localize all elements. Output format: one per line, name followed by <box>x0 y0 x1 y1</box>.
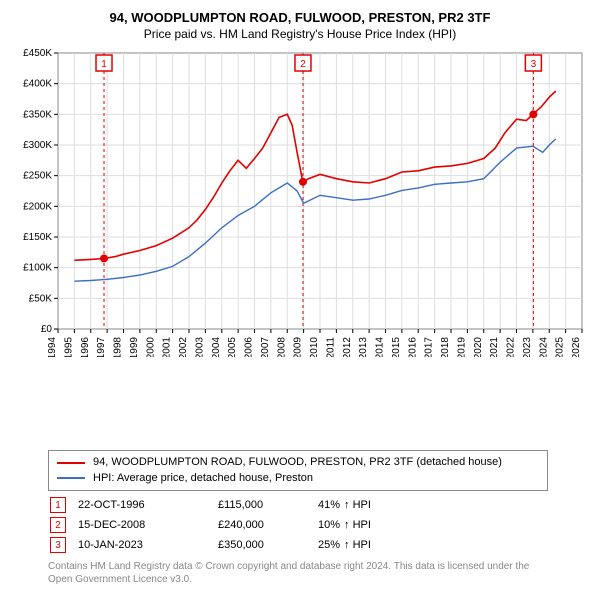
svg-text:2003: 2003 <box>194 337 205 357</box>
svg-text:2021: 2021 <box>489 337 500 357</box>
svg-text:2019: 2019 <box>456 337 467 357</box>
svg-text:1999: 1999 <box>129 337 140 357</box>
legend-box: 94, WOODPLUMPTON ROAD, FULWOOD, PRESTON,… <box>48 450 548 491</box>
line-chart: £0 £50K £100K £150K £200K £250K £300K £350K £400… <box>10 47 590 357</box>
event-row: 3 10-JAN-2023£350,00025% ↑ HPI <box>48 535 548 555</box>
svg-text:2011: 2011 <box>325 337 336 357</box>
svg-text:2009: 2009 <box>293 337 304 357</box>
svg-text:£350K: £350K <box>23 109 52 120</box>
event-date: 22-OCT-1996 <box>78 499 218 511</box>
svg-text:£250K: £250K <box>23 171 52 182</box>
event-date: 15-DEC-2008 <box>78 519 218 531</box>
title-main: 94, WOODPLUMPTON ROAD, FULWOOD, PRESTON,… <box>10 10 590 25</box>
legend-swatch-hpi <box>57 477 85 479</box>
svg-text:2004: 2004 <box>211 337 222 357</box>
svg-text:2015: 2015 <box>391 337 402 357</box>
chart-area: £0 £50K £100K £150K £200K £250K £300K £350K £400… <box>10 47 590 444</box>
event-row: 2 15-DEC-2008£240,00010% ↑ HPI <box>48 515 548 535</box>
svg-text:2: 2 <box>300 59 306 70</box>
svg-text:£400K: £400K <box>23 79 52 90</box>
legend-row-2: HPI: Average price, detached house, Pres… <box>57 471 539 486</box>
svg-text:2000: 2000 <box>145 337 156 357</box>
svg-text:1996: 1996 <box>80 337 91 357</box>
event-price: £115,000 <box>218 499 318 511</box>
attribution-text: Contains HM Land Registry data © Crown c… <box>48 561 548 586</box>
svg-text:2025: 2025 <box>555 337 566 357</box>
svg-text:2020: 2020 <box>473 337 484 357</box>
svg-text:2017: 2017 <box>424 337 435 357</box>
svg-text:2022: 2022 <box>506 337 517 357</box>
svg-text:1997: 1997 <box>96 337 107 357</box>
svg-text:£300K: £300K <box>23 140 52 151</box>
svg-text:£50K: £50K <box>29 293 53 304</box>
legend-label-property: 94, WOODPLUMPTON ROAD, FULWOOD, PRESTON,… <box>93 455 502 470</box>
svg-text:2016: 2016 <box>407 337 418 357</box>
event-delta: 10% ↑ HPI <box>318 519 548 531</box>
event-delta: 25% ↑ HPI <box>318 539 548 551</box>
svg-text:2006: 2006 <box>244 337 255 357</box>
svg-text:2002: 2002 <box>178 337 189 357</box>
svg-text:2010: 2010 <box>309 337 320 357</box>
event-price: £350,000 <box>218 539 318 551</box>
svg-text:2012: 2012 <box>342 337 353 357</box>
svg-text:1998: 1998 <box>113 337 124 357</box>
svg-text:1994: 1994 <box>47 337 58 357</box>
svg-text:£200K: £200K <box>23 201 52 212</box>
legend-swatch-property <box>57 462 85 464</box>
svg-text:2023: 2023 <box>522 337 533 357</box>
svg-text:£450K: £450K <box>23 48 52 59</box>
svg-text:1995: 1995 <box>63 337 74 357</box>
svg-text:2026: 2026 <box>571 337 582 357</box>
svg-text:£150K: £150K <box>23 232 52 243</box>
svg-text:2005: 2005 <box>227 337 238 357</box>
svg-text:2014: 2014 <box>375 337 386 357</box>
svg-text:2001: 2001 <box>162 337 173 357</box>
legend-row-1: 94, WOODPLUMPTON ROAD, FULWOOD, PRESTON,… <box>57 455 539 470</box>
event-price: £240,000 <box>218 519 318 531</box>
legend-label-hpi: HPI: Average price, detached house, Pres… <box>93 471 313 486</box>
title-block: 94, WOODPLUMPTON ROAD, FULWOOD, PRESTON,… <box>10 10 590 41</box>
arrow-up-icon: ↑ HPI <box>344 539 371 551</box>
event-badge: 1 <box>50 497 66 513</box>
svg-text:3: 3 <box>531 59 537 70</box>
arrow-up-icon: ↑ HPI <box>344 499 371 511</box>
svg-text:2008: 2008 <box>276 337 287 357</box>
svg-text:2007: 2007 <box>260 337 271 357</box>
svg-text:£0: £0 <box>41 324 53 335</box>
svg-text:2013: 2013 <box>358 337 369 357</box>
figure-container: 94, WOODPLUMPTON ROAD, FULWOOD, PRESTON,… <box>0 0 600 590</box>
svg-text:2024: 2024 <box>538 337 549 357</box>
event-row: 1 22-OCT-1996£115,00041% ↑ HPI <box>48 495 548 515</box>
events-table: 1 22-OCT-1996£115,00041% ↑ HPI 2 15-DEC-200… <box>48 495 548 555</box>
event-delta: 41% ↑ HPI <box>318 499 548 511</box>
event-date: 10-JAN-2023 <box>78 539 218 551</box>
event-badge: 3 <box>50 537 66 553</box>
svg-text:£100K: £100K <box>23 263 52 274</box>
svg-text:2018: 2018 <box>440 337 451 357</box>
title-sub: Price paid vs. HM Land Registry's House … <box>10 27 590 41</box>
event-badge: 2 <box>50 517 66 533</box>
arrow-up-icon: ↑ HPI <box>344 519 371 531</box>
svg-text:1: 1 <box>101 59 107 70</box>
